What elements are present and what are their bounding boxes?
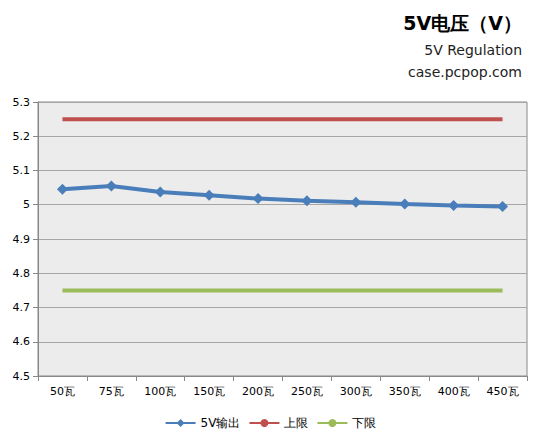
- svg-text:上限: 上限: [284, 416, 308, 430]
- svg-text:5: 5: [23, 198, 30, 211]
- svg-text:200瓦: 200瓦: [242, 385, 274, 398]
- svg-text:4.5: 4.5: [13, 370, 31, 383]
- svg-text:4.9: 4.9: [13, 233, 31, 246]
- svg-text:250瓦: 250瓦: [291, 385, 323, 398]
- svg-text:5.3: 5.3: [13, 96, 31, 109]
- svg-text:case.pcpop.com: case.pcpop.com: [408, 64, 522, 80]
- svg-text:75瓦: 75瓦: [99, 385, 124, 398]
- svg-text:300瓦: 300瓦: [340, 385, 372, 398]
- svg-text:5V电压（V）: 5V电压（V）: [403, 12, 522, 34]
- svg-text:150瓦: 150瓦: [193, 385, 225, 398]
- svg-text:100瓦: 100瓦: [144, 385, 176, 398]
- svg-text:5V输出: 5V输出: [201, 416, 241, 430]
- svg-text:4.8: 4.8: [13, 267, 31, 280]
- svg-text:5V Regulation: 5V Regulation: [424, 42, 522, 58]
- svg-text:4.6: 4.6: [13, 335, 31, 348]
- svg-text:下限: 下限: [352, 416, 376, 430]
- svg-text:4.7: 4.7: [13, 301, 31, 314]
- svg-text:5.1: 5.1: [13, 164, 31, 177]
- svg-text:400瓦: 400瓦: [438, 385, 470, 398]
- svg-text:450瓦: 450瓦: [487, 385, 519, 398]
- svg-text:5.2: 5.2: [13, 130, 31, 143]
- svg-text:50瓦: 50瓦: [50, 385, 75, 398]
- svg-text:350瓦: 350瓦: [389, 385, 421, 398]
